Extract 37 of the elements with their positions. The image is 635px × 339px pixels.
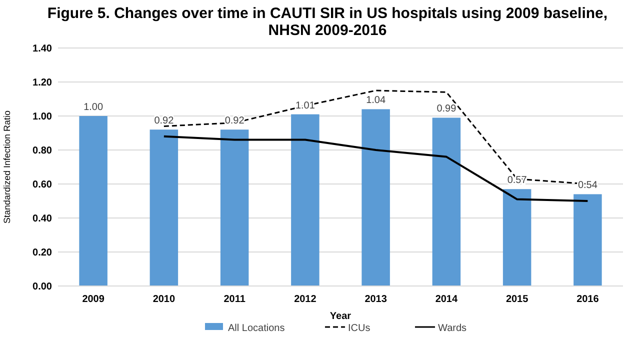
legend-label: ICUs: [348, 323, 370, 334]
x-tick-label: 2009: [82, 294, 105, 305]
y-tick-label: 1.40: [32, 44, 52, 54]
data-label: 1.00: [84, 102, 104, 113]
legend-label: Wards: [438, 323, 467, 334]
data-label: 1.04: [366, 95, 386, 106]
bar: [220, 130, 249, 286]
y-tick-label: 0.40: [32, 214, 52, 224]
y-tick-label: 0.60: [32, 180, 52, 190]
legend-label: All Locations: [228, 323, 285, 334]
data-label: 0.92: [154, 116, 174, 127]
y-tick-label: 0.00: [32, 282, 52, 292]
bar: [362, 109, 390, 286]
x-tick-label: 2011: [224, 294, 246, 305]
bar: [291, 114, 320, 286]
bar: [502, 189, 532, 286]
bar: [574, 194, 602, 286]
x-axis-title: Year: [330, 311, 352, 322]
data-label: 0.99: [436, 104, 457, 115]
bar: [79, 116, 108, 286]
x-tick-label: 2014: [435, 294, 458, 305]
y-axis-title: Standardized Infection Ratio: [2, 110, 12, 224]
chart-title: Figure 5. Changes over time in CAUTI SIR in US hospitals using 2009 baseline, NHSN 2009-2016: [47, 5, 608, 39]
y-tick-label: 1.00: [32, 112, 52, 122]
data-label: 0.92: [224, 116, 245, 127]
data-label: 0.57: [507, 175, 528, 186]
x-tick-label: 2012: [294, 294, 317, 305]
bar: [432, 118, 461, 286]
y-tick-label: 0.80: [32, 146, 52, 156]
x-tick-label: 2016: [576, 294, 600, 305]
x-tick-label: 2015: [506, 294, 529, 305]
x-tick-label: 2013: [364, 294, 388, 305]
bar: [150, 130, 178, 286]
data-label: 0.54: [578, 180, 598, 192]
y-tick-label: 1.20: [32, 78, 52, 88]
x-tick-label: 2010: [152, 294, 176, 305]
y-tick-label: 0.20: [32, 248, 52, 258]
